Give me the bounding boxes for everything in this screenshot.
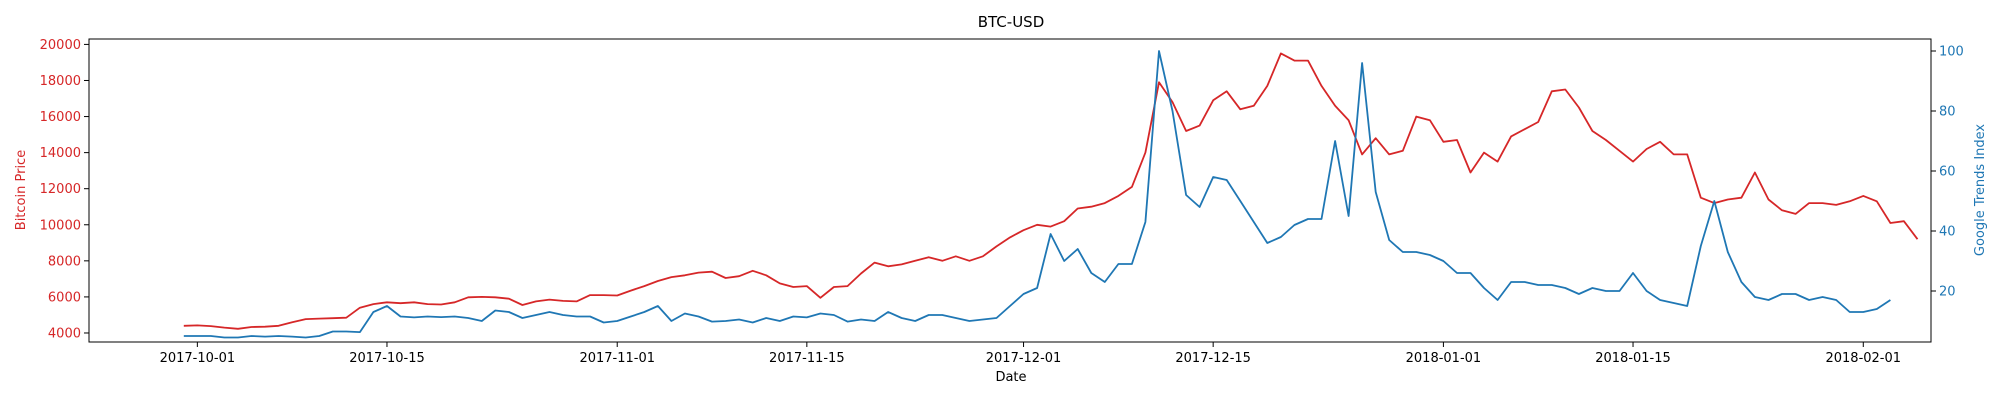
- y-left-tick-label: 6000: [48, 290, 81, 305]
- x-tick-label: 2017-11-01: [579, 351, 655, 366]
- x-tick-label: 2017-12-15: [1175, 351, 1251, 366]
- series-layer: [183, 50, 1919, 339]
- y-left-tick-label: 20000: [40, 38, 81, 53]
- y-left-tick-label: 14000: [40, 146, 81, 161]
- google-trends-line: [183, 50, 1891, 339]
- y-right-tick-label: 100: [1939, 45, 1964, 60]
- y-left-tick-label: 16000: [40, 110, 81, 125]
- y-left-tick-label: 18000: [40, 74, 81, 89]
- bitcoin-price-line: [183, 52, 1919, 330]
- x-tick-label: 2018-01-15: [1595, 351, 1671, 366]
- y-right-tick-label: 20: [1939, 285, 1956, 300]
- x-axis: 2017-10-01 2017-10-15 2017-11-01 2017-11-15…: [160, 342, 1901, 366]
- y-axis-right-label: Google Trends Index: [1973, 124, 1988, 257]
- y-left-tick-label: 8000: [48, 254, 81, 269]
- y-right-tick-label: 80: [1939, 105, 1956, 120]
- x-tick-label: 2017-10-01: [160, 351, 236, 366]
- y-left-tick-label: 4000: [48, 326, 81, 341]
- y-axis-right: 20 40 60 80 100: [1931, 45, 1964, 300]
- plot-frame: [88, 38, 1932, 343]
- y-left-tick-label: 12000: [40, 182, 81, 197]
- chart-title: BTC-USD: [978, 13, 1045, 31]
- y-left-tick-label: 10000: [40, 218, 81, 233]
- y-right-tick-label: 40: [1939, 225, 1956, 240]
- x-tick-label: 2017-12-01: [986, 351, 1062, 366]
- y-axis-left: 4000 6000 8000 10000 12000 14000 16000 18000 200…: [40, 38, 89, 341]
- x-tick-label: 2018-01-01: [1406, 351, 1482, 366]
- x-tick-label: 2017-10-15: [349, 351, 425, 366]
- y-right-tick-label: 60: [1939, 165, 1956, 180]
- x-axis-label: Date: [995, 370, 1026, 385]
- x-tick-label: 2017-11-15: [769, 351, 845, 366]
- x-tick-label: 2018-02-01: [1825, 351, 1901, 366]
- y-axis-left-label: Bitcoin Price: [14, 150, 29, 230]
